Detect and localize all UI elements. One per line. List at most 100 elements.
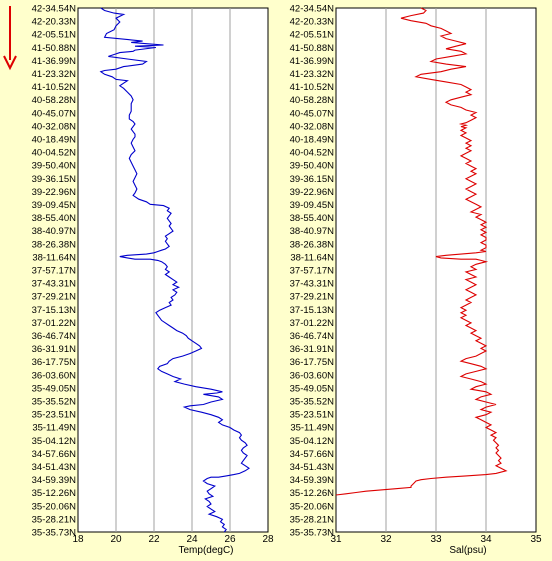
sal-latitude-tick-label: 37-15.13N	[290, 305, 335, 316]
temp-latitude-tick-label: 35-28.21N	[32, 514, 77, 525]
sal-x-tick-label: 34	[480, 534, 492, 545]
temp-latitude-tick-label: 38-11.64N	[32, 252, 76, 263]
temp-x-tick-label: 22	[148, 534, 160, 545]
temperature-profile-line	[99, 7, 250, 533]
sal-latitude-tick-label: 36-03.60N	[290, 370, 335, 381]
salinity-x-tick-labels: 31 32 33 34 35	[330, 534, 542, 545]
sal-latitude-tick-label: 38-26.38N	[290, 239, 335, 250]
temp-latitude-tick-label: 40-04.52N	[32, 148, 77, 159]
salinity-panel: 42-34.54N 42-20.33N 42-05.51N 41-50.88N 41-3…	[290, 4, 542, 557]
sal-latitude-tick-label: 36-46.74N	[290, 331, 335, 342]
temp-latitude-tick-label: 41-10.52N	[32, 82, 77, 93]
temp-latitude-tick-label: 38-55.40N	[32, 213, 77, 224]
temp-latitude-tick-label: 40-58.28N	[32, 95, 77, 106]
temperature-plot-area	[77, 7, 269, 533]
sal-latitude-tick-label: 35-49.05N	[290, 383, 335, 394]
sal-latitude-tick-label: 37-01.22N	[290, 318, 335, 329]
temp-latitude-tick-label: 38-40.97N	[32, 226, 77, 237]
sal-latitude-tick-label: 38-55.40N	[290, 213, 335, 224]
temp-latitude-tick-label: 41-23.32N	[32, 69, 77, 80]
temp-latitude-tick-label: 41-36.99N	[32, 56, 77, 67]
temp-latitude-tick-label: 40-45.07N	[32, 108, 77, 119]
temp-latitude-tick-label: 35-23.51N	[32, 410, 77, 421]
temperature-axis-label: Temp(degC)	[178, 545, 233, 556]
temp-latitude-tick-label: 36-46.74N	[32, 331, 77, 342]
temp-latitude-tick-label: 40-32.08N	[32, 121, 77, 132]
temp-latitude-tick-label: 35-49.05N	[32, 383, 77, 394]
salinity-profile-line	[335, 7, 508, 496]
sal-latitude-tick-label: 42-05.51N	[290, 30, 335, 41]
sal-latitude-tick-label: 41-36.99N	[290, 56, 335, 67]
sal-latitude-tick-label: 38-40.97N	[290, 226, 335, 237]
sal-latitude-tick-label: 40-45.07N	[290, 108, 335, 119]
sal-latitude-tick-label: 38-11.64N	[290, 252, 334, 263]
temp-latitude-tick-label: 35-04.12N	[32, 436, 77, 447]
sal-latitude-tick-label: 34-57.66N	[290, 449, 335, 460]
sal-latitude-tick-label: 39-22.96N	[290, 187, 335, 198]
sal-latitude-tick-label: 35-23.51N	[290, 410, 335, 421]
sal-latitude-tick-label: 37-57.17N	[290, 266, 335, 277]
temp-x-tick-label: 18	[72, 534, 84, 545]
direction-arrow-icon	[3, 6, 17, 71]
sal-latitude-tick-label: 42-34.54N	[290, 4, 335, 15]
temp-latitude-tick-label: 35-20.06N	[32, 501, 77, 512]
sal-latitude-tick-label: 34-59.39N	[290, 475, 335, 486]
temp-latitude-tick-label: 37-01.22N	[32, 318, 77, 329]
temp-latitude-tick-label: 37-43.31N	[32, 279, 77, 290]
temp-latitude-tick-label: 35-35.73N	[32, 528, 77, 539]
sal-x-tick-label: 33	[430, 534, 442, 545]
salinity-gridlines	[385, 8, 487, 532]
sal-latitude-tick-label: 41-50.88N	[290, 43, 335, 54]
salinity-y-tick-labels: 42-34.54N 42-20.33N 42-05.51N 41-50.88N 41-3…	[290, 4, 335, 539]
sal-latitude-tick-label: 37-43.31N	[290, 279, 335, 290]
sal-latitude-tick-label: 42-20.33N	[290, 17, 335, 28]
temp-x-tick-label: 20	[110, 534, 122, 545]
temp-x-tick-label: 24	[186, 534, 198, 545]
temp-latitude-tick-label: 42-20.33N	[32, 17, 77, 28]
temp-latitude-tick-label: 39-36.15N	[32, 174, 77, 185]
sal-latitude-tick-label: 35-28.21N	[290, 514, 335, 525]
sal-latitude-tick-label: 34-51.43N	[290, 462, 335, 473]
sal-x-tick-label: 32	[380, 534, 392, 545]
temp-latitude-tick-label: 35-35.52N	[32, 397, 77, 408]
sal-x-tick-label: 35	[530, 534, 542, 545]
temp-latitude-tick-label: 42-34.54N	[32, 4, 77, 15]
sal-latitude-tick-label: 39-36.15N	[290, 174, 335, 185]
sal-latitude-tick-label: 35-35.52N	[290, 397, 335, 408]
sal-latitude-tick-label: 41-23.32N	[290, 69, 335, 80]
sal-latitude-tick-label: 39-50.40N	[290, 161, 335, 172]
temp-latitude-tick-label: 36-31.91N	[32, 344, 77, 355]
sal-latitude-tick-label: 36-31.91N	[290, 344, 335, 355]
sal-latitude-tick-label: 40-32.08N	[290, 121, 335, 132]
temp-latitude-tick-label: 34-57.66N	[32, 449, 77, 460]
temp-latitude-tick-label: 39-22.96N	[32, 187, 77, 198]
temp-latitude-tick-label: 37-15.13N	[32, 305, 77, 316]
sal-latitude-tick-label: 35-20.06N	[290, 501, 335, 512]
temperature-panel: 42-34.54N 42-20.33N 42-05.51N 41-50.88N 41-3…	[32, 4, 274, 557]
sal-latitude-tick-label: 40-04.52N	[290, 148, 335, 159]
sal-latitude-tick-label: 36-17.75N	[290, 357, 335, 368]
temp-latitude-tick-label: 39-09.45N	[32, 200, 77, 211]
temp-latitude-tick-label: 34-59.39N	[32, 475, 77, 486]
sal-latitude-tick-label: 35-35.73N	[290, 528, 335, 539]
temp-latitude-tick-label: 42-05.51N	[32, 30, 77, 41]
temp-x-tick-label: 26	[224, 534, 236, 545]
temperature-gridlines	[115, 8, 231, 532]
temp-latitude-tick-label: 38-26.38N	[32, 239, 77, 250]
temp-latitude-tick-label: 37-57.17N	[32, 266, 77, 277]
salinity-axis-label: Sal(psu)	[449, 545, 486, 556]
temp-latitude-tick-label: 39-50.40N	[32, 161, 77, 172]
temp-latitude-tick-label: 37-29.21N	[32, 292, 77, 303]
sal-latitude-tick-label: 40-18.49N	[290, 135, 335, 146]
temp-latitude-tick-label: 40-18.49N	[32, 135, 77, 146]
temp-latitude-tick-label: 35-11.49N	[32, 423, 76, 434]
sal-latitude-tick-label: 37-29.21N	[290, 292, 335, 303]
sal-x-tick-label: 31	[330, 534, 342, 545]
temp-latitude-tick-label: 41-50.88N	[32, 43, 77, 54]
sal-latitude-tick-label: 35-12.26N	[290, 488, 335, 499]
temp-latitude-tick-label: 36-17.75N	[32, 357, 77, 368]
arrow-head	[3, 55, 17, 71]
temp-latitude-tick-label: 34-51.43N	[32, 462, 77, 473]
sal-latitude-tick-label: 40-58.28N	[290, 95, 335, 106]
